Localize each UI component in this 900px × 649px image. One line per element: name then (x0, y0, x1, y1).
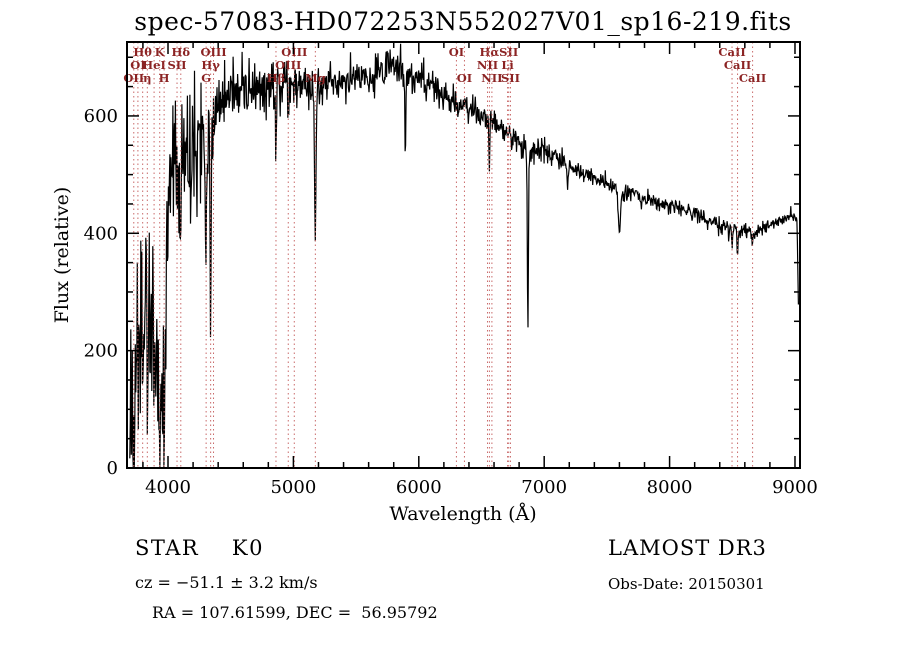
y-tick-label: 200 (84, 341, 118, 362)
plot-frame (126, 41, 801, 469)
spectral-line-label: SII (499, 45, 518, 59)
spectral-line-label: Mg (305, 71, 326, 85)
x-tick-label: 5000 (270, 477, 316, 498)
x-tick-label: 8000 (647, 477, 693, 498)
object-class-label: STAR K0 (135, 536, 264, 560)
spectral-line-label: G (201, 71, 211, 85)
spectral-line-label: SII (501, 71, 520, 85)
spectral-line-label: η (143, 71, 151, 85)
x-tick-label: 4000 (145, 477, 191, 498)
x-tick-label: 9000 (772, 477, 818, 498)
spectral-line-label: Hγ (201, 58, 220, 72)
y-tick-label: 600 (84, 106, 118, 127)
radial-velocity-label: cz = −51.1 ± 3.2 km/s (135, 573, 318, 592)
spectral-line-label: NII (477, 58, 498, 72)
x-axis-label: Wavelength (Å) (389, 503, 537, 525)
x-tick-label: 7000 (521, 477, 567, 498)
spectral-line-label: H (159, 71, 170, 85)
spectral-line-label: SII (167, 58, 186, 72)
spectral-line-label: OII (123, 71, 144, 85)
spectral-line-label: OI (449, 45, 464, 59)
spectral-line-label: OIII (200, 45, 226, 59)
spectral-line-label: OIII (281, 45, 307, 59)
spectral-line-label: CaII (718, 45, 745, 59)
spectral-line-label: Li (501, 58, 514, 72)
spectral-line-label: Hβ (267, 71, 286, 85)
survey-release-label: LAMOST DR3 (608, 536, 767, 560)
x-tick-label: 6000 (396, 477, 442, 498)
obs-date-label: Obs-Date: 20150301 (608, 575, 765, 593)
y-tick-label: 0 (107, 458, 118, 479)
spectral-line-label: CaII (724, 58, 751, 72)
spectrum-trace (129, 43, 799, 468)
spectral-line-label: Hδ (172, 45, 191, 59)
spectral-line-label: OI (457, 71, 472, 85)
spectral-line-label: NII (481, 71, 502, 85)
plot-title: spec-57083-HD072253N552027V01_sp16-219.f… (134, 7, 792, 36)
y-tick-label: 400 (84, 223, 118, 244)
coordinates-label: RA = 107.61599, DEC = 56.95792 (152, 603, 438, 622)
spectral-line-label: HeI (142, 58, 166, 72)
spectral-line-label: CaII (739, 71, 766, 85)
spectral-line-label: OIII (275, 58, 301, 72)
spectral-line-label: Hα (480, 45, 500, 59)
spectral-line-label: K (155, 45, 166, 59)
